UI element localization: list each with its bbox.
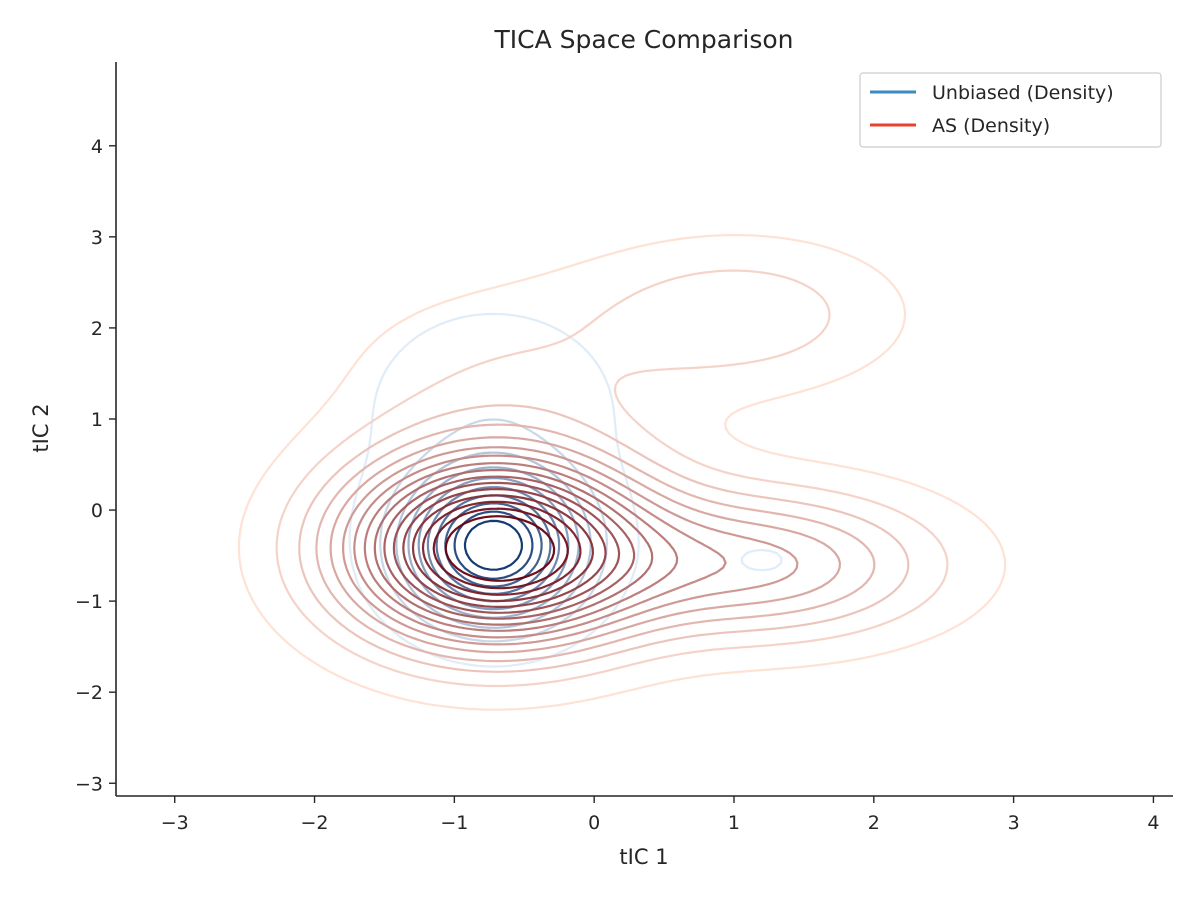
contour-line <box>373 468 654 626</box>
contour-line <box>342 446 799 646</box>
y-axis-ticks: −3 −2 −1 0 1 2 3 4 <box>75 136 116 795</box>
contour-line <box>363 462 679 632</box>
contour-line <box>315 423 876 663</box>
chart-title: TICA Space Comparison <box>494 25 794 54</box>
contour-line <box>298 404 910 673</box>
contour-line <box>402 488 607 608</box>
y-tick-label: 1 <box>91 409 103 431</box>
contour-line <box>348 312 783 668</box>
y-tick-label: −2 <box>75 682 103 704</box>
y-tick-label: 0 <box>91 500 103 522</box>
contour-line <box>432 507 569 590</box>
y-tick-label: 4 <box>91 136 103 158</box>
contour-line <box>329 436 841 654</box>
x-tick-label: −1 <box>440 812 468 834</box>
x-tick-label: 4 <box>1147 812 1159 834</box>
contour-line <box>411 494 594 603</box>
contour-line <box>463 519 523 571</box>
contour-line <box>444 515 556 582</box>
legend-box <box>859 72 1162 148</box>
y-tick-label: −1 <box>75 591 103 613</box>
contour-line <box>392 481 621 614</box>
x-axis-title: tIC 1 <box>619 845 668 869</box>
legend-label-unbiased: Unbiased (Density) <box>932 82 1114 104</box>
x-tick-label: 1 <box>728 812 740 834</box>
contour-line <box>383 475 636 620</box>
as-density-contours <box>237 234 1007 711</box>
contour-line <box>421 500 582 596</box>
y-tick-label: 2 <box>91 318 103 340</box>
y-tick-label: −3 <box>75 773 103 795</box>
x-axis-ticks: −3 −2 −1 0 1 2 3 4 <box>161 796 1159 834</box>
x-tick-label: 0 <box>588 812 600 834</box>
legend: Unbiased (Density) AS (Density) <box>859 72 1162 148</box>
contour-line <box>453 510 534 580</box>
x-tick-label: 2 <box>868 812 880 834</box>
contour-line <box>353 454 727 639</box>
x-tick-label: −2 <box>301 812 329 834</box>
contour-line <box>237 234 1007 711</box>
legend-label-as: AS (Density) <box>932 115 1050 137</box>
y-tick-label: 3 <box>91 227 103 249</box>
y-axis-title: tIC 2 <box>29 403 53 452</box>
x-tick-label: −3 <box>161 812 189 834</box>
contour-line <box>275 269 949 688</box>
x-tick-label: 3 <box>1008 812 1020 834</box>
